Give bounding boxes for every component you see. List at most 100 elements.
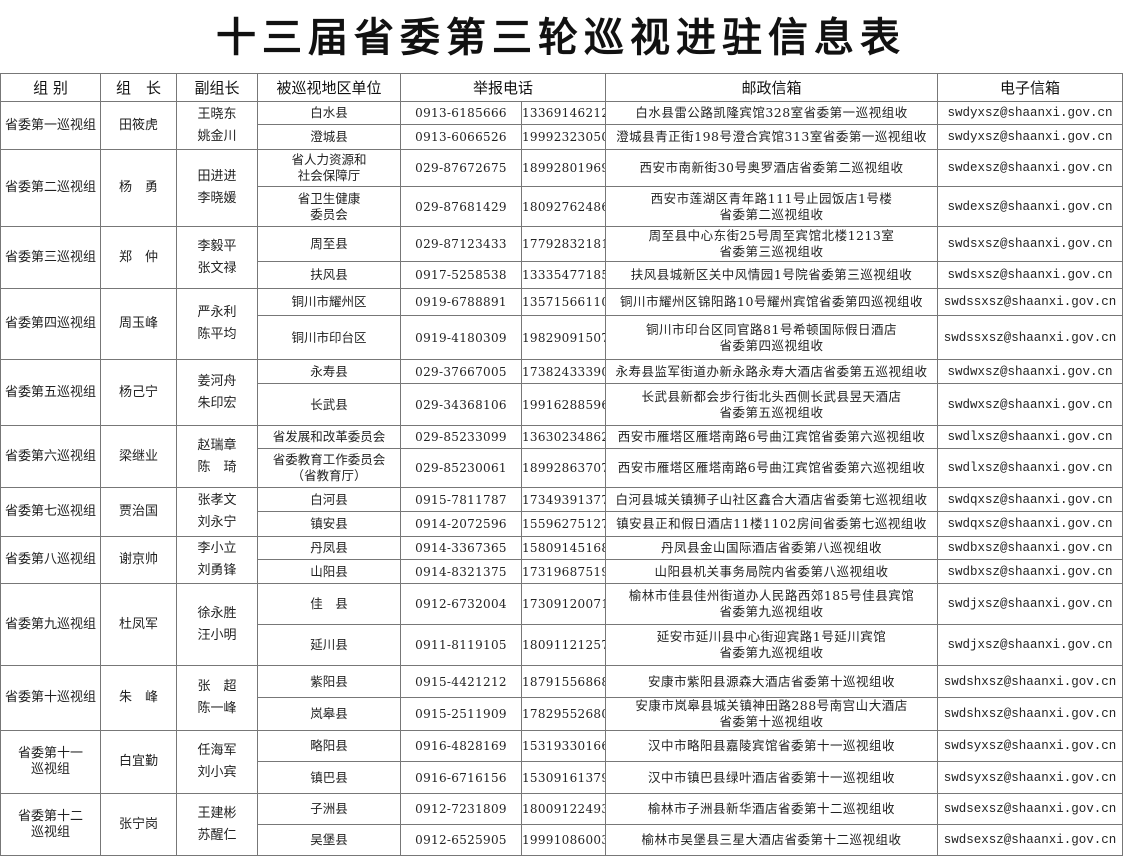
inspected-unit: 省人力资源和 社会保障厅 (257, 149, 401, 187)
table-row: 省委第八巡视组 谢京帅 李小立 刘勇锋 丹凤县 0914-3367365 15809145… (0, 536, 1124, 584)
postal-address: 丹凤县金山国际酒店省委第八巡视组收 (605, 536, 939, 560)
postal-address: 西安市南新街30号奥罗酒店省委第二巡视组收 (605, 149, 939, 187)
report-mobile: 17792832181 (520, 226, 607, 262)
inspected-unit: 佳 县 (257, 583, 401, 625)
group-name: 省委第一巡视组 (0, 101, 101, 150)
group-name: 省委第七巡视组 (0, 487, 101, 537)
inspected-unit: 省委教育工作委员会 （省教育厅） (257, 448, 401, 488)
report-mobile: 15309161379 (520, 761, 607, 794)
report-phone: 0916-6716156 (400, 761, 522, 794)
group-name: 省委第十二 巡视组 (0, 793, 101, 856)
report-mobile: 17382433390 (520, 359, 607, 384)
postal-address: 长武县新都会步行街北头西侧长武县昱天酒店 省委第五巡视组收 (605, 383, 939, 426)
table-row: 省委第二巡视组杨 勇田进进 李晓媛 省人力资源和 社会保障厅 029-8767267… (0, 149, 1124, 227)
table-row: 山阳县 0914-8321375 17319687519 山阳县机关事务局院内省委第八… (1, 559, 1124, 584)
table-row: 省委第六巡视组 梁继业 赵瑞章 陈 琦省发展和改革委员会 029-85233099 13… (0, 425, 1124, 488)
table-row: 省委第七巡视组 贾治国 张孝文 刘永宁 白河县 0915-7811787 17349391… (0, 487, 1124, 537)
report-phone: 029-87123433 (400, 226, 522, 262)
postal-address: 汉中市镇巴县绿叶酒店省委第十一巡视组收 (605, 761, 939, 794)
email-address: swdssxsz@shaanxi.gov.cn (937, 288, 1124, 316)
email-address: swdexsz@shaanxi.gov.cn (937, 149, 1124, 187)
table-row: 省委第五巡视组 杨己宁 姜河舟 朱印宏 永寿县 029-37667005 17382433… (0, 359, 1124, 426)
group-deputies: 王建彬 苏醒仁 (176, 793, 258, 856)
email-address: swdsxsz@shaanxi.gov.cn (937, 226, 1124, 262)
email-address: swdsyxsz@shaanxi.gov.cn (937, 761, 1124, 794)
report-mobile: 18091121257 (520, 624, 607, 666)
report-mobile: 15596275127 (520, 511, 607, 537)
email-address: swdexsz@shaanxi.gov.cn (937, 186, 1124, 227)
email-address: swdjxsz@shaanxi.gov.cn (937, 624, 1124, 666)
group-leader: 郑 仲 (100, 226, 177, 289)
group-leader: 贾治国 (100, 487, 177, 537)
group-leader: 张宁岗 (100, 793, 177, 856)
report-phone: 0915-2511909 (400, 697, 522, 731)
group-leader: 梁继业 (100, 425, 177, 488)
inspected-unit: 丹凤县 (257, 536, 401, 560)
postal-address: 白水县雷公路凯隆宾馆328室省委第一巡视组收 (605, 101, 939, 125)
report-phone: 029-87672675 (400, 149, 522, 187)
email-address: swdssxsz@shaanxi.gov.cn (937, 315, 1124, 360)
header-group: 组 别 (0, 73, 101, 102)
group-name: 省委第十巡视组 (0, 665, 101, 731)
email-address: swdshxsz@shaanxi.gov.cn (937, 697, 1124, 731)
inspected-unit: 澄城县 (257, 124, 401, 150)
group-deputies: 赵瑞章 陈 琦 (176, 425, 258, 488)
postal-address: 扶风县城新区关中风情园1号院省委第三巡视组收 (605, 261, 939, 289)
header-phone: 举报电话 (399, 73, 607, 102)
postal-address: 汉中市略阳县嘉陵宾馆省委第十一巡视组收 (605, 730, 939, 762)
inspected-unit: 紫阳县 (257, 665, 401, 698)
page-title: 十三届省委第三轮巡视进驻信息表 (216, 15, 906, 61)
inspected-unit: 子洲县 (257, 793, 401, 825)
group-name: 省委第二巡视组 (0, 149, 101, 227)
table-row: 吴堡县 0912-6525905 19991086003 榆林市吴堡县三星大酒店省委第… (1, 824, 1124, 856)
group-name: 省委第五巡视组 (0, 359, 101, 426)
postal-address: 西安市雁塔区雁塔南路6号曲江宾馆省委第六巡视组收 (605, 448, 939, 488)
report-phone: 0914-2072596 (400, 511, 522, 537)
table-row: 省委第九巡视组 杜凤军 徐永胜 汪小明佳 县 0912-6732004 17309120… (0, 583, 1124, 666)
email-address: swdlxsz@shaanxi.gov.cn (937, 425, 1124, 449)
postal-address: 延安市延川县中心街迎宾路1号延川宾馆 省委第九巡视组收 (605, 624, 939, 666)
inspected-unit: 镇安县 (257, 511, 401, 537)
table-row: 延川县 0911-8119105 18091121257 延安市延川县中心街迎宾路1号… (1, 624, 1124, 666)
report-phone: 0912-7231809 (400, 793, 522, 825)
group-leader: 白宜勤 (100, 730, 177, 794)
group-deputies: 任海军 刘小宾 (176, 730, 258, 794)
report-phone: 0916-4828169 (400, 730, 522, 762)
report-mobile: 13630234862 (520, 425, 607, 449)
report-phone: 029-37667005 (400, 359, 522, 384)
report-mobile: 18791556868 (520, 665, 607, 698)
table-row: 省委第十二 巡视组 张宁岗 王建彬 苏醒仁 子洲县 0912-7231809 180091… (0, 793, 1124, 856)
header-row: 组 别 组 长 副组长 被巡视地区单位 举报电话 邮政信箱 电子信箱 (0, 73, 1124, 102)
table-row: 省委第十巡视组朱 峰张 超 陈一峰 紫阳县 0915-4421212 18791556… (0, 665, 1124, 731)
report-mobile: 18092762486 (520, 186, 607, 227)
header-unit: 被巡视地区单位 (257, 73, 401, 102)
report-mobile: 19991086003 (520, 824, 607, 856)
report-phone: 0915-7811787 (400, 487, 522, 512)
email-address: swdyxsz@shaanxi.gov.cn (937, 101, 1124, 125)
inspected-unit: 省卫生健康 委员会 (257, 186, 401, 227)
inspected-unit: 延川县 (257, 624, 401, 666)
report-phone: 0915-4421212 (400, 665, 522, 698)
table-row: 省委第三巡视组郑 仲李毅平 张文禄 周至县 029-87123433 17792832… (0, 226, 1124, 289)
group-leader: 杨 勇 (100, 149, 177, 227)
report-phone: 0913-6185666 (400, 101, 522, 125)
report-mobile: 13571566110 (520, 288, 607, 316)
email-address: swdsexsz@shaanxi.gov.cn (937, 824, 1124, 856)
group-name: 省委第六巡视组 (0, 425, 101, 488)
report-phone: 0919-4180309 (400, 315, 522, 360)
header-email: 电子信箱 (937, 73, 1124, 102)
group-leader: 朱 峰 (100, 665, 177, 731)
group-leader: 杨己宁 (100, 359, 177, 426)
postal-address: 铜川市耀州区锦阳路10号耀州宾馆省委第四巡视组收 (605, 288, 939, 316)
group-deputies: 张 超 陈一峰 (176, 665, 258, 731)
postal-address: 周至县中心东街25号周至宾馆北楼1213室 省委第三巡视组收 (605, 226, 939, 262)
group-deputies: 李毅平 张文禄 (176, 226, 258, 289)
inspected-unit: 山阳县 (257, 559, 401, 584)
email-address: swdjxsz@shaanxi.gov.cn (937, 583, 1124, 625)
report-mobile: 18992801969 (520, 149, 607, 187)
table-row: 省委第一巡视组 田筱虎 王晓东 姚金川 白水县 0913-6185666 13369146… (0, 101, 1124, 150)
inspected-unit: 省发展和改革委员会 (257, 425, 401, 449)
inspected-unit: 镇巴县 (257, 761, 401, 794)
group-name: 省委第三巡视组 (0, 226, 101, 289)
report-phone: 0912-6525905 (400, 824, 522, 856)
